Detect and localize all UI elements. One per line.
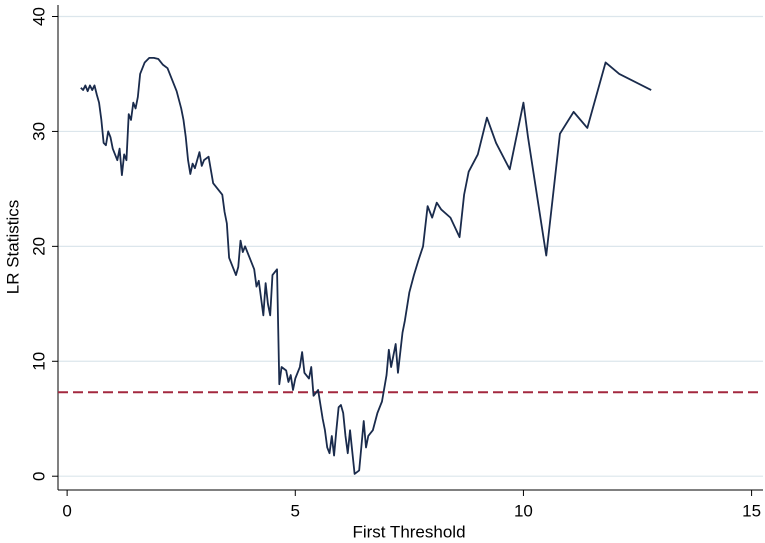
x-tick-label: 0 [62,501,71,520]
x-tick-label: 15 [742,501,761,520]
line-series [80,56,652,475]
x-tick-label: 5 [291,501,300,520]
x-axis-label: First Threshold [352,522,465,541]
x-tick-label: 10 [514,501,533,520]
y-tick-label: 20 [29,237,48,256]
y-tick-label: 0 [29,471,48,480]
y-axis-label: LR Statistics [3,200,22,294]
y-tick-label: 10 [29,352,48,371]
y-tick-label: 30 [29,122,48,141]
y-tick-label: 40 [29,7,48,26]
